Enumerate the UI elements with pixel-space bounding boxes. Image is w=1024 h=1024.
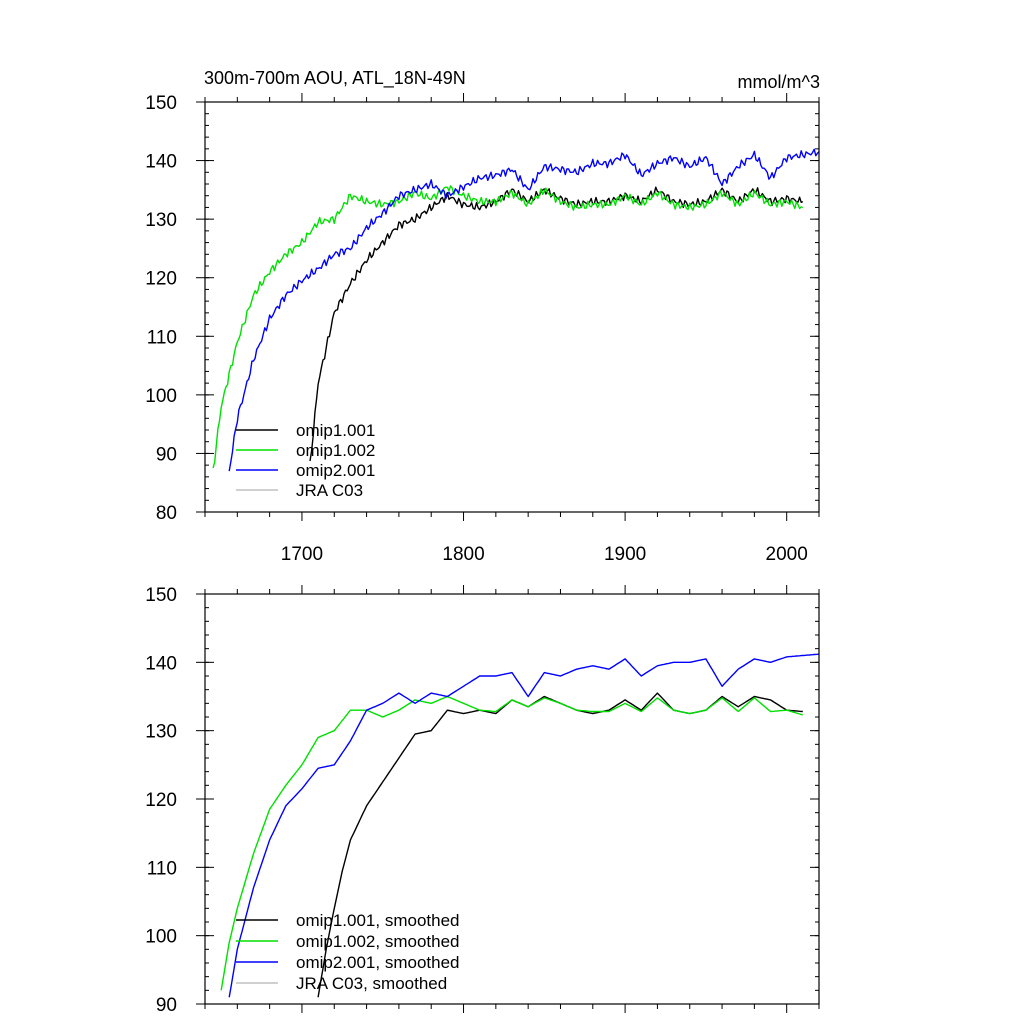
axis-ticks-bottom: [196, 585, 820, 1013]
legend-label: omip1.002, smoothed: [296, 932, 460, 951]
plot-frame-top: [204, 101, 820, 513]
series-line: [309, 186, 804, 462]
y-tick-label: 140: [145, 653, 177, 674]
chart-bottom: 90 100 110 120 130 140 150 omip1.001, smoothed…: [145, 585, 820, 1016]
units-label: mmol/m^3: [738, 72, 820, 92]
y-tick-label: 100: [145, 386, 177, 407]
chart-title: 300m-700m AOU, ATL_18N-49N: [204, 68, 466, 89]
legend-label: omip2.001, smoothed: [296, 953, 460, 972]
axis-ticks-top: [196, 93, 820, 521]
legend-label: omip1.001, smoothed: [296, 911, 460, 930]
series-line: [220, 695, 803, 991]
legend-label: JRA C03: [296, 481, 363, 500]
legend-bottom: omip1.001, smoothed omip1.002, smoothed om…: [236, 911, 460, 993]
y-tick-label: 100: [145, 927, 177, 948]
legend-label: omip1.002: [296, 441, 375, 460]
x-tick-label: 1900: [604, 544, 646, 565]
legend-label: omip2.001: [296, 461, 375, 480]
series-line: [228, 653, 820, 998]
tick-labels-bottom: 90 100 110 120 130 140 150: [145, 585, 177, 1016]
plot-frame-bottom: [204, 593, 820, 1005]
legend-label: JRA C03, smoothed: [296, 974, 447, 993]
y-tick-label: 150: [145, 585, 177, 606]
y-tick-label: 140: [145, 152, 177, 173]
series-line: [212, 185, 803, 469]
x-tick-label: 1700: [281, 544, 323, 565]
y-tick-label: 110: [147, 327, 177, 348]
series-line: [317, 692, 803, 998]
x-tick-label: 2000: [766, 544, 808, 565]
legend-label: omip1.001: [296, 421, 375, 440]
series-line: [228, 148, 820, 472]
y-tick-label: 90: [156, 444, 177, 465]
chart-top: 80 90 100 110 120 130 140 150 1700 1800 1900 2000 o…: [145, 93, 820, 565]
series-lines-top: [212, 148, 820, 472]
y-tick-label: 130: [145, 722, 177, 743]
series-lines-bottom: [220, 653, 820, 998]
x-tick-label: 1800: [442, 544, 484, 565]
y-tick-label: 110: [147, 858, 177, 879]
y-tick-label: 90: [156, 995, 177, 1016]
y-tick-label: 120: [145, 790, 177, 811]
y-tick-label: 130: [145, 210, 177, 231]
y-tick-label: 80: [156, 503, 177, 524]
y-tick-label: 120: [145, 269, 177, 290]
y-tick-label: 150: [145, 93, 177, 114]
tick-labels-top: 80 90 100 110 120 130 140 150 1700 1800 1900 2000: [145, 93, 808, 565]
